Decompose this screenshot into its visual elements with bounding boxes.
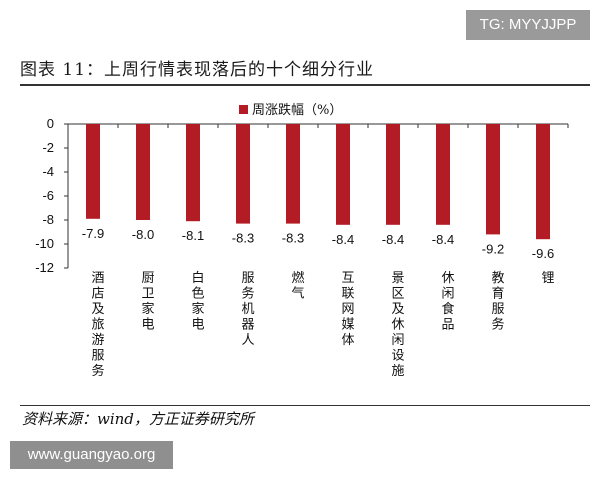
data-label: -9.2 [482, 241, 504, 256]
data-label: -8.4 [382, 232, 404, 247]
y-tick-label: -10 [35, 236, 54, 251]
y-tick-label: -4 [42, 164, 54, 179]
category-label: 景区及休闲设施 [391, 271, 404, 379]
data-label: -8.4 [332, 232, 354, 247]
chart-labels: -7.9 酒店及旅游服务 -8.0 厨卫家电 -8.1 白色家电 -8.3 服务机器人 -8.3… [82, 226, 555, 379]
bar [186, 124, 200, 222]
footer-divider [20, 405, 590, 406]
bar [136, 124, 150, 220]
y-tick-label: -2 [42, 140, 54, 155]
bar [436, 124, 450, 225]
legend-label: 周涨跌幅（%） [252, 102, 342, 118]
chart-axes: 0 -2 -4 -6 -8 -10 -12 [35, 116, 569, 275]
data-label: -8.4 [432, 232, 454, 247]
data-label: -8.3 [282, 231, 304, 246]
data-label: -9.6 [532, 246, 554, 261]
y-tick-label: -12 [35, 260, 54, 275]
category-label: 互联网媒体 [341, 271, 354, 348]
y-tick-label: -8 [42, 212, 54, 227]
legend-swatch [239, 105, 248, 114]
bar [86, 124, 100, 219]
category-label: 白色家电 [191, 270, 204, 333]
watermark-telegram: TG: MYYJJPP [466, 10, 590, 40]
chart-legend: 周涨跌幅（%） [239, 102, 342, 118]
title-divider [20, 84, 590, 86]
y-tick-label: -6 [42, 188, 54, 203]
figure-title: 图表 11：上周行情表现落后的十个细分行业 [20, 60, 375, 80]
category-label: 燃气 [291, 270, 304, 302]
data-label: -7.9 [82, 226, 104, 241]
data-label: -8.1 [182, 228, 204, 243]
data-label: -8.0 [132, 227, 154, 242]
data-label: -8.3 [232, 231, 254, 246]
source-note: 资料来源：wind，方正证券研究所 [22, 410, 254, 428]
bar [486, 124, 500, 235]
bar [386, 124, 400, 225]
bar-chart: 周涨跌幅（%） 0 -2 -4 -6 -8 -10 -12 -7.9 酒店及旅游服务 -8.0 厨… [35, 102, 569, 379]
watermark-website: www.guangyao.org [10, 441, 173, 469]
chart-bars [86, 124, 550, 240]
bar [236, 124, 250, 224]
category-label: 教育服务 [491, 270, 504, 333]
category-label: 锂 [541, 271, 554, 286]
y-tick-label: 0 [47, 116, 54, 131]
bar [536, 124, 550, 240]
category-label: 厨卫家电 [141, 271, 154, 333]
bar [336, 124, 350, 225]
category-label: 休闲食品 [441, 271, 454, 333]
bar [286, 124, 300, 224]
category-label: 服务机器人 [241, 271, 254, 348]
category-label: 酒店及旅游服务 [91, 271, 104, 379]
